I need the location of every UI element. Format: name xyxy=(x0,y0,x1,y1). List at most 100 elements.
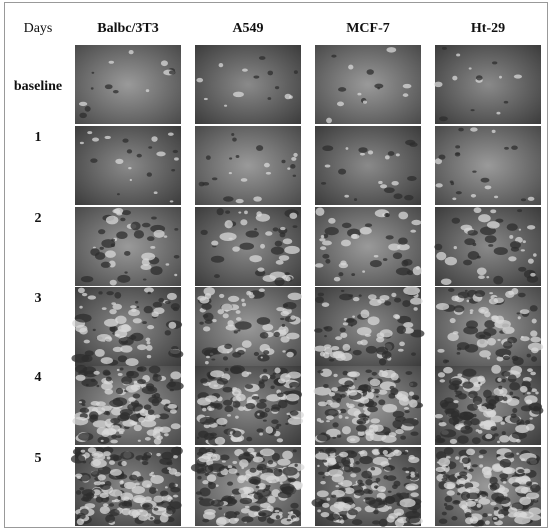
cell xyxy=(373,510,379,515)
cell xyxy=(344,496,353,503)
cell xyxy=(364,497,371,501)
cell xyxy=(525,492,540,500)
cell xyxy=(502,396,508,401)
micrograph xyxy=(434,126,541,205)
cell xyxy=(141,480,153,488)
cell xyxy=(150,475,164,484)
cell xyxy=(97,436,110,444)
cell xyxy=(234,321,252,330)
cell xyxy=(150,266,163,276)
cell xyxy=(329,503,344,513)
cell xyxy=(359,152,366,156)
cell xyxy=(445,456,451,459)
cell xyxy=(284,272,290,276)
cell xyxy=(372,520,381,525)
cell xyxy=(403,286,420,296)
cell xyxy=(515,486,529,494)
column-header: A549 xyxy=(232,21,263,36)
cell xyxy=(125,385,138,393)
cell xyxy=(471,464,478,468)
cell xyxy=(108,60,115,64)
micrograph-background xyxy=(75,207,181,286)
cell xyxy=(292,517,297,521)
cell xyxy=(142,278,147,281)
cell xyxy=(517,468,525,474)
cell xyxy=(91,451,104,458)
cell xyxy=(340,479,353,487)
cell xyxy=(115,158,124,164)
cell xyxy=(216,377,229,385)
cell xyxy=(132,393,141,399)
cell xyxy=(323,383,329,389)
cell xyxy=(518,266,527,272)
cell xyxy=(70,454,86,464)
cell xyxy=(267,97,272,100)
cell xyxy=(166,381,184,391)
cell xyxy=(440,429,457,438)
cell xyxy=(314,263,324,268)
cell xyxy=(228,172,232,175)
cell xyxy=(226,414,232,417)
cell xyxy=(404,194,414,201)
cell xyxy=(171,168,176,172)
cell xyxy=(368,499,386,509)
cell xyxy=(484,235,497,244)
cell xyxy=(479,226,496,236)
cell xyxy=(203,97,208,101)
cell xyxy=(456,492,461,496)
micrograph xyxy=(434,207,541,286)
cell xyxy=(208,482,216,490)
cell xyxy=(368,294,377,301)
cell xyxy=(145,455,151,459)
cell xyxy=(499,473,509,479)
cell xyxy=(316,490,329,498)
cell xyxy=(457,291,470,299)
cell xyxy=(145,513,152,517)
cell xyxy=(367,406,378,413)
cell xyxy=(92,328,96,332)
cell xyxy=(391,180,399,186)
micrograph-background xyxy=(75,126,181,205)
cell xyxy=(509,391,514,396)
cell xyxy=(499,75,502,79)
cell xyxy=(110,325,118,333)
cell xyxy=(267,495,276,504)
cell xyxy=(284,93,292,100)
cell xyxy=(202,480,209,485)
cell xyxy=(351,273,356,276)
cell xyxy=(438,116,448,122)
cell xyxy=(385,475,397,482)
cell xyxy=(243,451,250,457)
cell xyxy=(202,518,210,523)
cell xyxy=(153,495,164,503)
cell xyxy=(92,137,100,142)
cell xyxy=(203,511,216,520)
cell xyxy=(489,292,494,295)
cell xyxy=(394,314,401,320)
cell xyxy=(410,471,415,475)
cell xyxy=(287,511,293,515)
cell xyxy=(472,170,477,173)
cell xyxy=(388,432,397,438)
frame xyxy=(4,2,548,528)
cell xyxy=(242,68,248,72)
cell xyxy=(396,516,409,524)
cell xyxy=(110,243,115,248)
cell xyxy=(441,46,447,50)
cell xyxy=(237,436,243,442)
cell xyxy=(153,191,158,195)
cell xyxy=(241,371,250,378)
cell xyxy=(449,318,456,324)
cell xyxy=(256,145,264,151)
cell xyxy=(497,440,501,444)
cell xyxy=(336,434,342,438)
cell xyxy=(215,517,227,527)
cell xyxy=(455,145,461,149)
cell xyxy=(280,226,286,231)
cell xyxy=(249,255,263,263)
cell xyxy=(387,151,395,156)
cell xyxy=(461,457,471,464)
cell xyxy=(329,358,335,362)
cell xyxy=(153,438,162,445)
cell xyxy=(147,325,155,330)
